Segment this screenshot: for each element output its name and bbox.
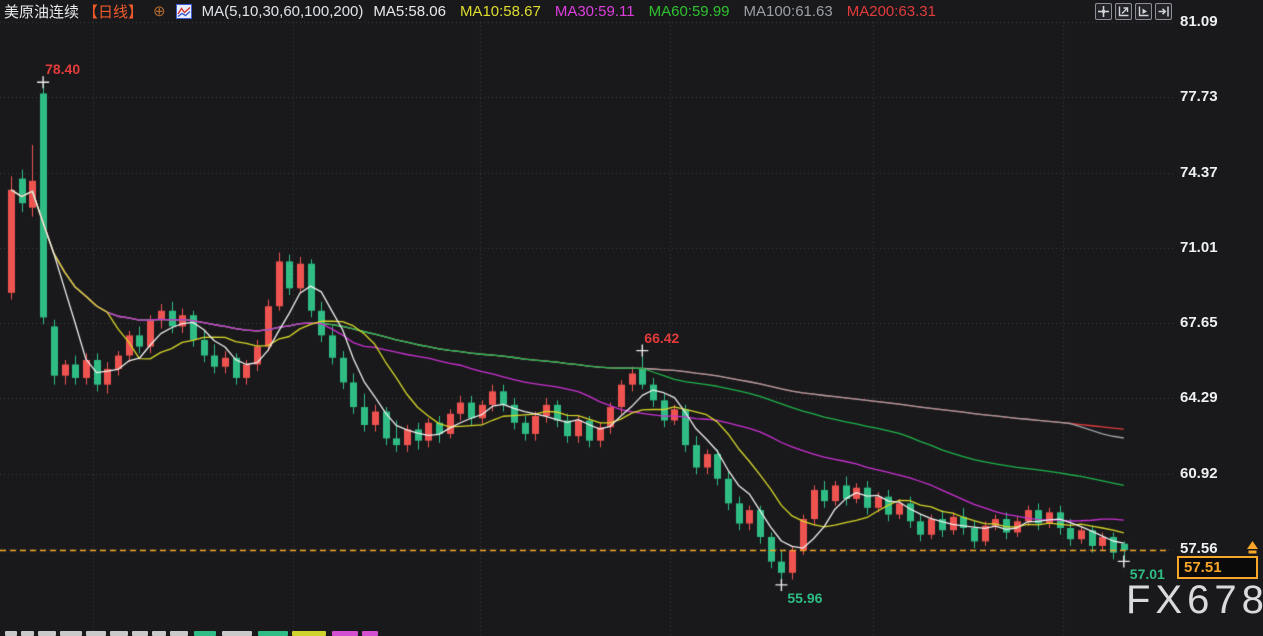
- axis-tick-label: 57.56: [1180, 540, 1218, 558]
- current-price-tag: 57.51: [1177, 555, 1258, 579]
- price-extreme-label: 78.40: [45, 61, 81, 78]
- crosshair-tool-icon[interactable]: [1095, 3, 1112, 20]
- line-chart-icon[interactable]: [175, 3, 192, 19]
- ma-legend-item: MA60:59.99: [648, 2, 730, 20]
- clipped-text-fragment: [60, 631, 82, 636]
- clipped-text-fragment: [5, 631, 17, 636]
- ma-legend-item: MA200:63.31: [846, 2, 936, 20]
- clipped-text-fragment: [362, 631, 378, 636]
- clipped-info-row: [0, 629, 1263, 636]
- chart-header: 美原油连续 【日线】 ⊕ MA(5,10,30,60,100,200) MA5:…: [4, 0, 936, 22]
- clipped-text-fragment: [132, 631, 148, 636]
- clipped-text-fragment: [38, 631, 56, 636]
- price-extreme-label: 66.42: [644, 329, 680, 346]
- compare-add-icon[interactable]: ⊕: [153, 2, 166, 20]
- ma-legend-item: MA10:58.67: [459, 2, 541, 20]
- ma-legend-item: MA30:59.11: [554, 2, 635, 20]
- clipped-text-fragment: [21, 631, 34, 636]
- clipped-text-fragment: [194, 631, 216, 636]
- price-extreme-label: 57.01: [1129, 566, 1165, 583]
- clipped-text-fragment: [222, 631, 252, 636]
- clipped-text-fragment: [332, 631, 358, 636]
- axis-tick-label: 60.92: [1180, 464, 1218, 482]
- ma-legend-item: MA5:58.06: [373, 2, 446, 20]
- clipped-text-fragment: [292, 631, 326, 636]
- axis-tick-label: 64.29: [1180, 389, 1218, 407]
- axis-tick-label: 81.09: [1180, 13, 1218, 30]
- clipped-text-fragment: [110, 631, 128, 636]
- axis-tick-label: 74.37: [1180, 163, 1218, 181]
- ma-legend: MA5:58.06 MA10:58.67 MA30:59.11 MA60:59.99 M…: [373, 3, 936, 20]
- price-extreme-label: 55.96: [787, 589, 823, 606]
- clipped-text-fragment: [152, 631, 166, 636]
- period-tag[interactable]: 【日线】: [83, 3, 144, 21]
- clipped-text-fragment: [258, 631, 288, 636]
- price-up-arrow-icon[interactable]: [1245, 540, 1260, 560]
- chart-toolbar: [1095, 3, 1172, 20]
- axis-tick-label: 67.65: [1180, 314, 1218, 332]
- clipped-text-fragment: [170, 631, 188, 636]
- ma-legend-item: MA100:61.63: [743, 2, 833, 20]
- axis-tick-label: 77.73: [1180, 88, 1218, 106]
- play-axis-icon[interactable]: [1135, 3, 1152, 20]
- go-to-latest-icon[interactable]: [1155, 3, 1172, 20]
- axis-tick-label: 71.01: [1180, 238, 1218, 256]
- ma-group-label: MA(5,10,30,60,100,200): [201, 2, 364, 20]
- symbol-name[interactable]: 美原油连续: [4, 3, 80, 21]
- clipped-text-fragment: [86, 631, 106, 636]
- fx678-watermark: FX678: [1126, 578, 1263, 622]
- zoom-in-axis-icon[interactable]: [1115, 3, 1132, 20]
